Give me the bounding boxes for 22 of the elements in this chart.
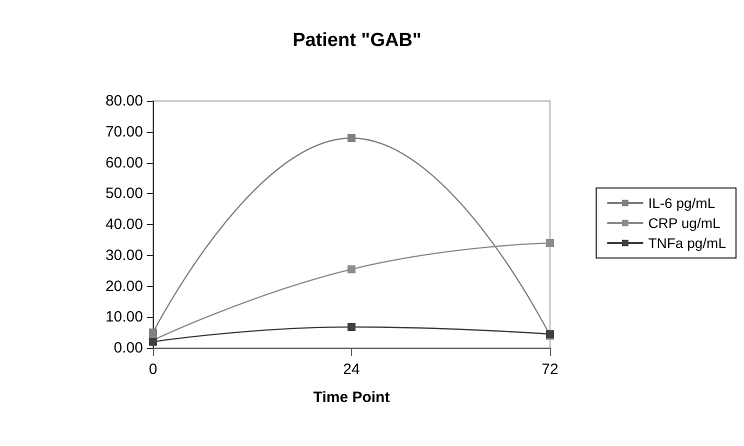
y-tick-label: 70.00 xyxy=(105,123,143,140)
legend-label: IL-6 pg/mL xyxy=(648,195,716,211)
y-tick-label: 50.00 xyxy=(105,185,143,202)
y-tick-label: 60.00 xyxy=(105,154,143,172)
point xyxy=(546,239,554,248)
y-tick-label: 40.00 xyxy=(105,216,143,233)
legend-label: CRP ug/mL xyxy=(648,215,721,231)
x-tick-label: 24 xyxy=(343,361,360,378)
y-tick-label: 20.00 xyxy=(105,278,143,295)
y-tick-label: 80.00 xyxy=(105,92,143,110)
point xyxy=(348,265,356,274)
point xyxy=(149,328,157,337)
y-tick-label: 30.00 xyxy=(105,246,143,264)
point xyxy=(348,323,356,332)
chart-title: Patient "GAB" xyxy=(292,30,422,51)
legend-label: TNFa pg/mL xyxy=(648,235,726,251)
x-tick-label: 0 xyxy=(148,361,158,378)
x-tick-label: 72 xyxy=(542,361,558,378)
y-tick-label: 10.00 xyxy=(105,308,143,326)
y-tick-label: 0.00 xyxy=(114,340,143,356)
point xyxy=(348,134,356,142)
x-axis-title: Time Point xyxy=(313,389,390,406)
